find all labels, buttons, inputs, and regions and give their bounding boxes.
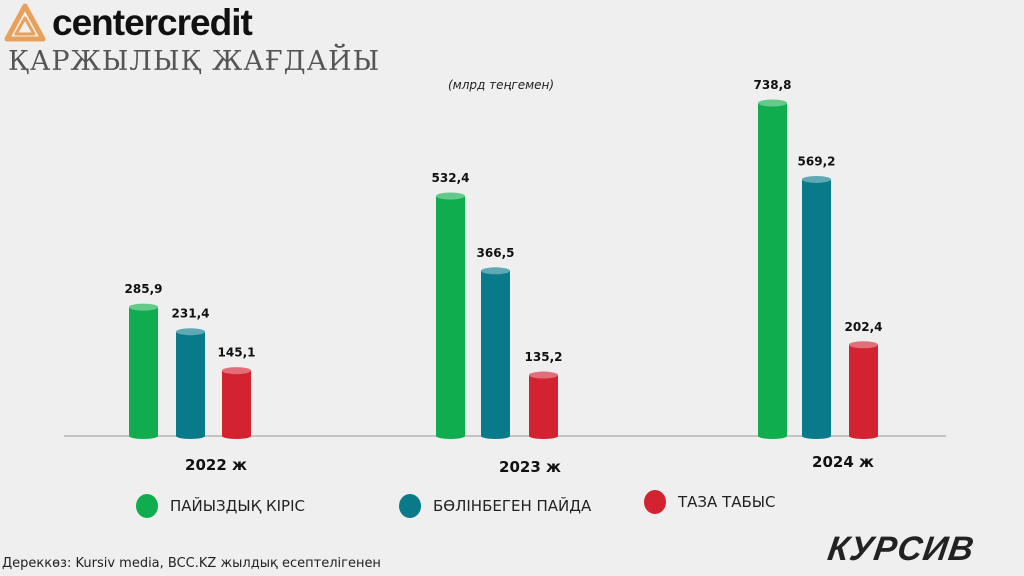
bar (436, 192, 465, 439)
bar-base (129, 433, 158, 439)
bar-body (849, 344, 878, 436)
publisher-logo: КУРСИВ (825, 530, 977, 568)
bar-base (849, 433, 878, 439)
page-title: ҚАРЖЫЛЫҚ ЖАҒДАЙЫ (8, 46, 381, 77)
source-note: Дереккөз: Kursiv media, BCC.KZ жылдық ес… (2, 556, 381, 571)
value-label: 738,8 (754, 78, 792, 92)
bar-base (529, 433, 558, 439)
value-label: 285,9 (125, 282, 163, 296)
bar-cap (129, 303, 158, 311)
bar-body (176, 331, 205, 436)
legend-label: ТАЗА ТАБЫС (678, 493, 776, 511)
value-label: 135,2 (525, 350, 563, 364)
bar-cap (176, 328, 205, 336)
bar (222, 367, 251, 439)
value-labels-group: 285,9 532,4 738,8 231,4 366,5 569,2 145,1 135,2… (125, 78, 883, 364)
brand-name: centercredit (52, 2, 253, 43)
bars-group (129, 99, 878, 439)
legend-swatch-icon (136, 494, 158, 518)
bar-base (758, 433, 787, 439)
bar-cap (529, 371, 558, 379)
bar-base (802, 433, 831, 439)
bar-body (222, 370, 251, 436)
category-labels-group: 2022 ж 2023 ж 2024 ж (185, 453, 874, 476)
bar (529, 371, 558, 439)
legend-item-net-income: ТАЗА ТАБЫС (644, 490, 776, 514)
bar-base (436, 433, 465, 439)
category-label: 2024 ж (812, 453, 874, 471)
legend-label: ПАЙЫЗДЫҚ КІРІС (170, 497, 305, 515)
brand-logo: centercredit (4, 2, 253, 44)
bar-body (529, 375, 558, 436)
value-label: 532,4 (432, 171, 470, 185)
units-label: (млрд теңгемен) (448, 78, 555, 92)
bar-cap (436, 192, 465, 200)
category-label: 2023 ж (499, 458, 561, 476)
legend-swatch-icon (399, 494, 421, 518)
bar-body (802, 179, 831, 436)
bar-cap (802, 175, 831, 183)
bar-cap (222, 367, 251, 375)
value-label: 145,1 (218, 346, 256, 360)
bar-cap (481, 267, 510, 275)
legend-label: БӨЛІНБЕГЕН ПАЙДА (433, 497, 592, 515)
category-label: 2022 ж (185, 456, 247, 474)
bar-base (222, 433, 251, 439)
bar (481, 267, 510, 439)
bar-body (481, 270, 510, 436)
value-label: 231,4 (172, 307, 210, 321)
bar-cap (849, 341, 878, 349)
bar (129, 303, 158, 439)
value-label: 202,4 (845, 320, 883, 334)
bar-cap (758, 99, 787, 107)
bar-base (481, 433, 510, 439)
bar-base (176, 433, 205, 439)
bar (849, 341, 878, 439)
value-label: 366,5 (477, 246, 515, 260)
bar (802, 175, 831, 439)
legend-swatch-icon (644, 490, 666, 514)
legend-item-interest-income: ПАЙЫЗДЫҚ КІРІС (136, 494, 305, 518)
bar-body (129, 307, 158, 436)
bar (758, 99, 787, 439)
centercredit-logo-icon (4, 3, 46, 42)
bar-body (436, 196, 465, 436)
bar (176, 328, 205, 439)
value-label: 569,2 (798, 154, 836, 168)
legend-item-retained-earnings: БӨЛІНБЕГЕН ПАЙДА (399, 494, 591, 518)
bar-body (758, 103, 787, 436)
